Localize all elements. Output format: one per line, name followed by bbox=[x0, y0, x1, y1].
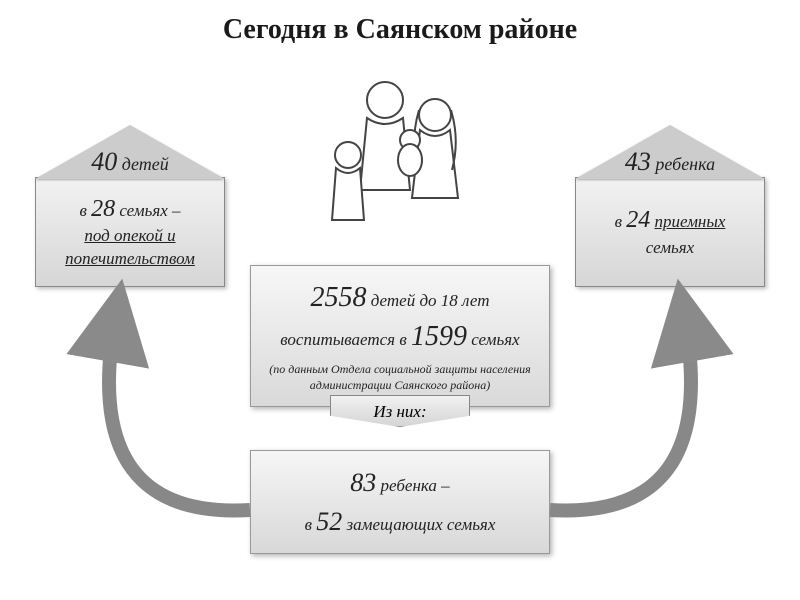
left-body-underline: под опекой и попечительством bbox=[65, 226, 195, 268]
bottom-n2: 52 bbox=[316, 507, 342, 536]
right-body-suffix: семьях bbox=[646, 238, 694, 257]
right-body-underline: приемных bbox=[654, 212, 725, 231]
bottom-t2-suffix: замещающих семьях bbox=[347, 515, 496, 534]
left-curve-arrow bbox=[109, 320, 250, 510]
left-body-number: 28 bbox=[91, 196, 115, 222]
left-house-body: в 28 семьях – под опекой и попечительств… bbox=[35, 177, 225, 287]
right-curve-arrow bbox=[550, 320, 691, 510]
center-note: (по данным Отдела социальной защиты насе… bbox=[265, 362, 535, 393]
left-body-text: семьях – bbox=[119, 201, 180, 220]
center-t2: воспитывается в bbox=[280, 330, 406, 349]
right-roof-label: 43 ребенка bbox=[575, 147, 765, 177]
right-roof-word: ребенка bbox=[655, 154, 715, 174]
chevron-label: Из них: bbox=[330, 395, 470, 427]
right-body-number: 24 bbox=[626, 207, 650, 233]
center-n2: 1599 bbox=[411, 321, 467, 352]
left-house: 40 детей в 28 семьях – под опекой и попе… bbox=[35, 125, 225, 287]
bottom-t1: ребенка – bbox=[381, 476, 450, 495]
center-stats-box: 2558 детей до 18 лет воспитывается в 159… bbox=[250, 265, 550, 407]
chevron-down: Из них: bbox=[330, 395, 470, 427]
right-roof-number: 43 bbox=[625, 147, 651, 176]
left-body-prefix: в bbox=[79, 201, 86, 220]
left-roof-word: детей bbox=[122, 154, 169, 174]
bottom-stats-box: 83 ребенка – в 52 замещающих семьях bbox=[250, 450, 550, 554]
center-t3: семьях bbox=[471, 330, 519, 349]
right-house-body: в 24 приемных семьях bbox=[575, 177, 765, 287]
right-body-prefix: в bbox=[615, 212, 622, 231]
left-roof-number: 40 bbox=[91, 147, 117, 176]
right-house: 43 ребенка в 24 приемных семьях bbox=[575, 125, 765, 287]
left-roof-label: 40 детей bbox=[35, 147, 225, 177]
center-t1: детей до 18 лет bbox=[371, 291, 490, 310]
bottom-n1: 83 bbox=[350, 468, 376, 497]
family-illustration bbox=[300, 60, 500, 260]
page-title: Сегодня в Саянском районе bbox=[0, 0, 800, 46]
center-n1: 2558 bbox=[311, 282, 367, 313]
bottom-t2-prefix: в bbox=[305, 515, 312, 534]
